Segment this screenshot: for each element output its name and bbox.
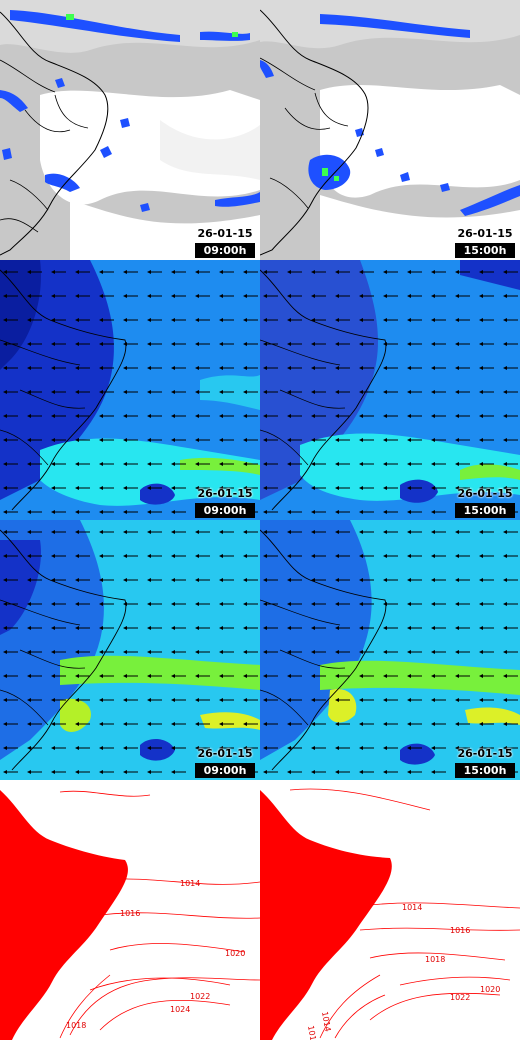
state-borders (260, 57, 349, 209)
wind-arrow-icon (0, 260, 260, 520)
panel-date: 26-01-15 (197, 227, 253, 240)
isobar-label: 1022 (190, 992, 210, 1001)
satellite-panel-1500: 26-01-15 15:00h (260, 0, 520, 260)
panel-time: 09:00h (195, 243, 255, 258)
wind-arrow-icon (260, 260, 520, 520)
state-borders (0, 339, 86, 466)
coastline (260, 9, 369, 256)
isobar-line (99, 878, 260, 885)
panel-date: 26-01-15 (197, 487, 253, 500)
isobar-label: 1016 (120, 909, 140, 918)
satellite-map (260, 0, 520, 260)
isobar-label: 1020 (480, 985, 500, 994)
panel-time: 09:00h (195, 503, 255, 518)
isobar-line (369, 902, 520, 909)
pressure-panel-left: 1014 1016 1020 1022 1024 1018 (0, 780, 260, 1040)
coastline (0, 269, 127, 511)
panel-date: 26-01-15 (457, 227, 513, 240)
isobar-label: 1018 (66, 1021, 86, 1030)
pressure-panel-right: 1014 1016 1018 1020 1022 1014 1016 (260, 780, 520, 1040)
panel-time: 15:00h (455, 503, 515, 518)
isobar-label: 1022 (450, 993, 470, 1002)
isobar-label: 1016 (306, 1025, 318, 1040)
state-borders (0, 59, 89, 233)
isobar-label: 1014 (402, 903, 422, 912)
wind-panel-lower-1500: 26-01-15 15:00h (260, 520, 520, 780)
state-borders (260, 599, 346, 726)
wind-map (0, 520, 260, 780)
panel-time: 15:00h (455, 243, 515, 258)
coastline (0, 11, 109, 256)
isobar-label: 1024 (170, 1005, 190, 1014)
precip-cell-green (66, 14, 74, 20)
isobar-map: 1014 1016 1018 1020 1022 1014 1016 (260, 780, 520, 1040)
panel-date: 26-01-15 (197, 747, 253, 760)
isobar-map: 1014 1016 1020 1022 1024 1018 (0, 780, 260, 1040)
coastline (260, 529, 387, 771)
wind-arrow-icon (260, 520, 520, 780)
wind-panel-upper-0900: 26-01-15 09:00h (0, 260, 260, 520)
panel-date: 26-01-15 (457, 487, 513, 500)
isobar-label: 1020 (225, 949, 245, 958)
coastline (0, 529, 127, 771)
isobar-label: 1014 (320, 1011, 332, 1033)
wind-map (0, 260, 260, 520)
panel-time: 09:00h (195, 763, 255, 778)
coastline (260, 269, 387, 511)
wind-map (260, 520, 520, 780)
satellite-map (0, 0, 260, 260)
dense-isobars-land (260, 790, 392, 1040)
panel-date: 26-01-15 (457, 747, 513, 760)
state-borders (0, 599, 86, 726)
isobar-label: 1014 (180, 879, 200, 888)
wind-panel-upper-1500: 26-01-15 15:00h (260, 260, 520, 520)
isobar-label: 1018 (425, 955, 445, 964)
state-borders (260, 339, 346, 466)
satellite-panel-0900: 26-01-15 09:00h (0, 0, 260, 260)
wind-map (260, 260, 520, 520)
panel-time: 15:00h (455, 763, 515, 778)
wind-arrow-icon (0, 520, 260, 780)
wind-panel-lower-0900: 26-01-15 09:00h (0, 520, 260, 780)
isobar-label: 1016 (450, 926, 470, 935)
dense-isobars-land (0, 790, 128, 1040)
